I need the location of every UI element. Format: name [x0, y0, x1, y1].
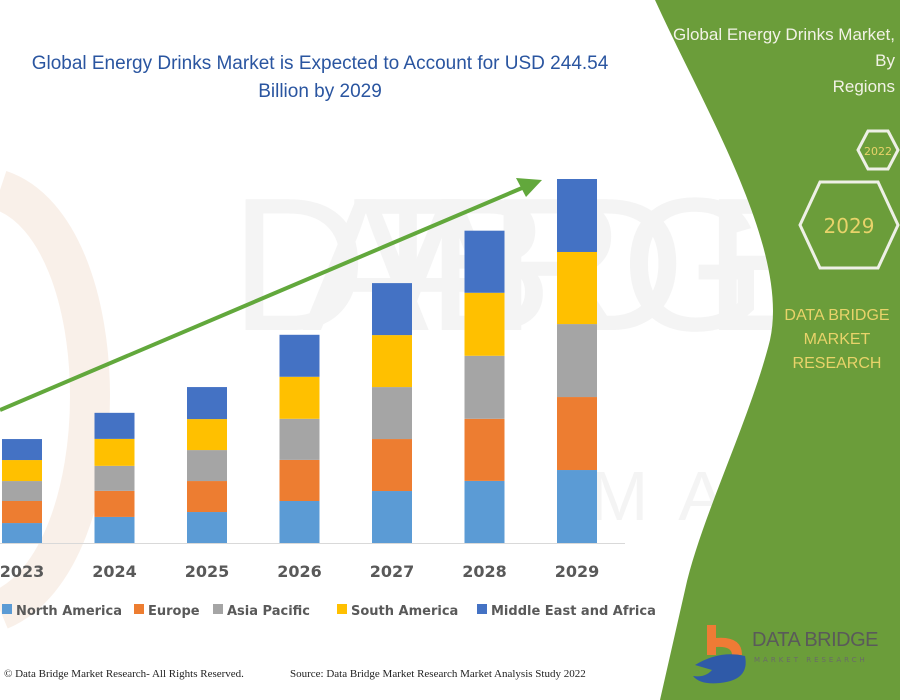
chart-title-line1: Global Energy Drinks Market is Expected …: [31, 53, 609, 74]
bar-2029-south-america: [557, 251, 597, 325]
legend-swatch-4: [477, 604, 487, 614]
bar-2024-south-america: [94, 438, 135, 466]
bar-2029-europe: [557, 397, 597, 471]
bar-2023-asia-pacific: [2, 481, 42, 501]
bar-2025-north-america: [187, 512, 227, 543]
x-tick-2027: 2027: [370, 562, 415, 581]
logo-icon: [693, 625, 746, 684]
bar-2024-europe: [94, 490, 135, 517]
legend: North America Europe Asia Pacific South Ame…: [2, 604, 656, 619]
legend-swatch-1: [134, 604, 144, 614]
bar-2026-north-america: [279, 501, 320, 543]
bar-2027-middle-east-and-africa: [372, 283, 412, 336]
legend-label-1: Europe: [148, 604, 200, 619]
bar-2024-asia-pacific: [94, 465, 135, 491]
x-tick-2023: 2023: [0, 562, 44, 581]
bar-2025-europe: [187, 481, 227, 513]
panel-brand: DATA BRIDGE MARKET RESEARCH: [778, 304, 896, 376]
x-tick-2026: 2026: [277, 562, 322, 581]
panel-brand-line2: RESEARCH: [792, 355, 882, 372]
bar-2028-middle-east-and-africa: [464, 230, 505, 293]
logo-sub: MARKET RESEARCH: [754, 656, 868, 664]
arrow-head-icon: [516, 178, 542, 197]
bar-2029-asia-pacific: [557, 324, 597, 398]
bar-2029-middle-east-and-africa: [557, 179, 597, 252]
x-tick-2025: 2025: [185, 562, 230, 581]
bar-2026-middle-east-and-africa: [279, 334, 320, 377]
legend-swatch-2: [213, 604, 223, 614]
panel-title: Global Energy Drinks Market, By Regions: [660, 22, 895, 100]
hexagon-2022: [856, 129, 900, 171]
bar-2023-north-america: [2, 523, 42, 543]
legend-label-4: Middle East and Africa: [491, 604, 656, 619]
bar-2026-asia-pacific: [279, 418, 320, 460]
watermark-swoosh: [0, 171, 110, 629]
bars: [2, 179, 597, 543]
bar-2028-asia-pacific: [464, 355, 505, 419]
legend-swatch-0: [2, 604, 12, 614]
x-tick-2029: 2029: [555, 562, 600, 581]
panel-title-line2: Regions: [832, 77, 895, 96]
bar-2026-south-america: [279, 376, 320, 419]
hex-year-2029: 2029: [824, 214, 875, 238]
hexagon-2029: [798, 180, 900, 270]
bar-2025-south-america: [187, 419, 227, 451]
logo-name: DATA BRIDGE: [752, 629, 879, 651]
bar-2027-south-america: [372, 335, 412, 388]
bar-2028-europe: [464, 418, 505, 481]
panel-title-line1: Global Energy Drinks Market, By: [672, 25, 895, 70]
bar-2028-north-america: [464, 480, 505, 543]
bar-2027-europe: [372, 439, 412, 492]
chart-title-line2: Billion by 2029: [258, 81, 382, 102]
legend-label-2: Asia Pacific: [227, 604, 310, 619]
svg-text:DATA BRIDGE: DATA BRIDGE: [230, 159, 830, 371]
legend-swatch-3: [337, 604, 347, 614]
bar-2026-europe: [279, 459, 320, 501]
legend-label-0: North America: [16, 604, 122, 619]
x-tick-2024: 2024: [92, 562, 137, 581]
hex-year-2022: 2022: [864, 145, 892, 158]
side-panel: [655, 0, 900, 700]
bar-2025-middle-east-and-africa: [187, 387, 227, 420]
bar-2023-south-america: [2, 460, 42, 482]
bar-2027-north-america: [372, 491, 412, 543]
chart-title: Global Energy Drinks Market is Expected …: [0, 50, 640, 106]
footer-copyright: © Data Bridge Market Research- All Right…: [4, 668, 244, 680]
bar-2029-north-america: [557, 470, 597, 543]
bar-2024-middle-east-and-africa: [94, 412, 135, 439]
legend-label-3: South America: [351, 604, 458, 619]
bar-2027-asia-pacific: [372, 387, 412, 440]
bar-2023-middle-east-and-africa: [2, 439, 42, 461]
x-tick-labels: 2023 2024 2025 2026 2027 2028 2029: [0, 562, 599, 581]
trend-arrow: [0, 186, 523, 412]
bar-2025-asia-pacific: [187, 450, 227, 482]
bar-2028-south-america: [464, 292, 505, 356]
footer-source: Source: Data Bridge Market Research Mark…: [290, 668, 586, 680]
x-tick-2028: 2028: [462, 562, 507, 581]
panel-brand-line1: DATA BRIDGE MARKET: [784, 307, 890, 348]
bar-2023-europe: [2, 501, 42, 524]
bar-2024-north-america: [94, 516, 135, 543]
